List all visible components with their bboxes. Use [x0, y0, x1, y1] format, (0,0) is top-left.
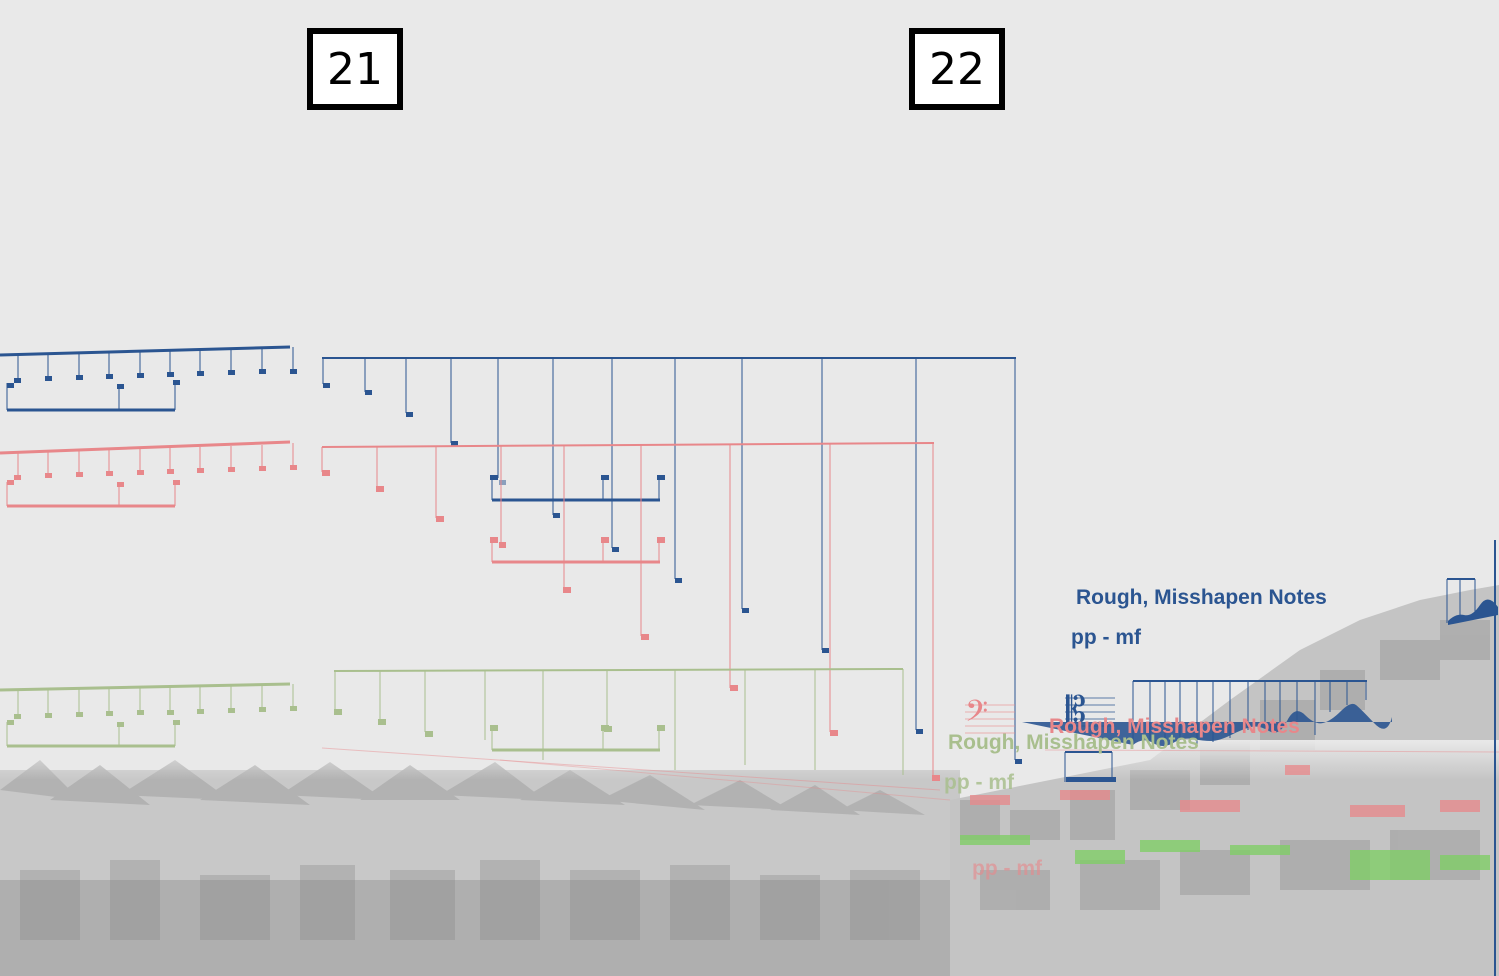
red-dynamic-label: pp - mf — [972, 857, 1042, 880]
blue-dynamic-label: pp - mf — [1071, 626, 1141, 649]
photo-color-traces — [321, 747, 1499, 880]
red-voice — [0, 440, 940, 781]
red-staff-fragment — [965, 704, 1015, 734]
bass-clef-icon: 𝄢 — [965, 695, 989, 736]
red-technique-label: Rough, Misshapen Notes — [1049, 715, 1300, 738]
green-dynamic-label: pp - mf — [944, 771, 1014, 794]
rehearsal-mark-22: 22 — [909, 28, 1005, 110]
red-beam-long — [321, 442, 935, 448]
blue-beam-upper — [0, 345, 291, 357]
blue-right-figure — [1022, 540, 1498, 976]
red-beam-upper — [0, 440, 291, 455]
background-photo — [0, 585, 1499, 976]
green-beam-upper — [0, 682, 291, 692]
green-technique-label: Rough, Misshapen Notes — [948, 731, 1199, 754]
alto-clef-icon: 𝄡 — [1066, 690, 1087, 731]
blue-technique-label: Rough, Misshapen Notes — [1076, 586, 1327, 609]
blue-voice — [0, 345, 1022, 764]
green-voice — [0, 668, 904, 775]
green-beam-long — [333, 668, 904, 672]
rehearsal-mark-21: 21 — [307, 28, 403, 110]
